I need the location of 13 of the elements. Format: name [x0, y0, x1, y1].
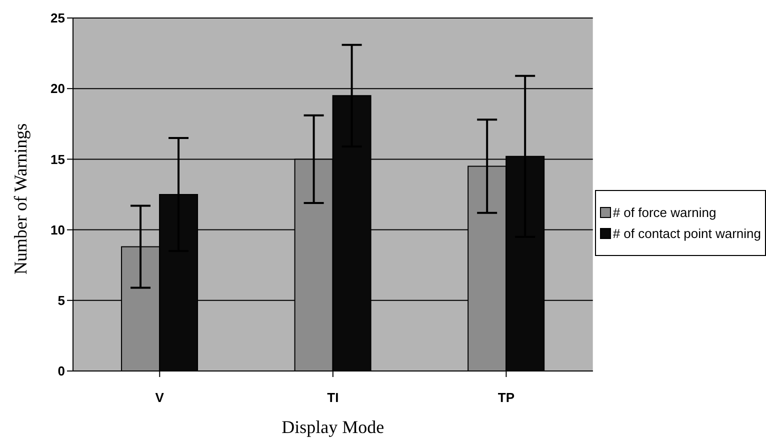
y-axis-title: Number of Warnings [10, 123, 30, 274]
y-tick-label: 25 [50, 10, 65, 26]
y-tick-label: 20 [50, 81, 65, 96]
y-tick-label: 5 [58, 293, 65, 308]
y-tick-label: 10 [50, 222, 65, 238]
legend-label: # of contact point warning [612, 226, 761, 240]
legend-label: # of force warning [612, 204, 716, 220]
x-axis-title: Display Mode [282, 417, 384, 437]
x-tick-label: TI [327, 390, 339, 406]
y-tick-label: 0 [58, 364, 65, 379]
x-tick-label: V [155, 390, 164, 406]
y-tick-label: 15 [50, 152, 65, 167]
x-tick-label: TP [498, 390, 515, 406]
